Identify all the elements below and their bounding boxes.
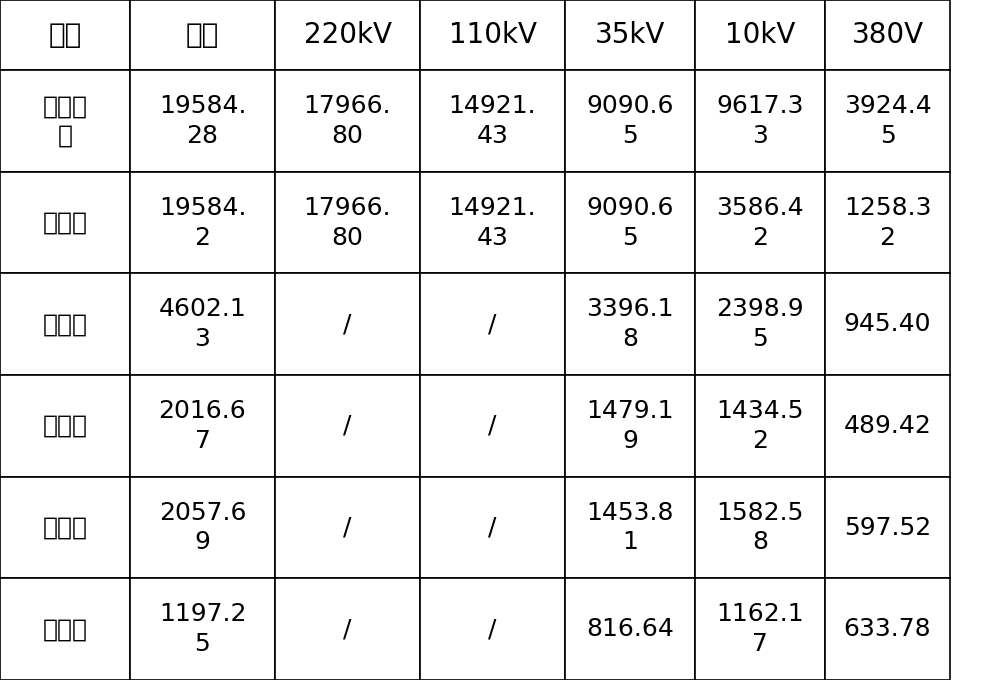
Text: 1434.5
2: 1434.5 2	[716, 399, 804, 453]
Bar	[275, 477, 420, 579]
Bar	[565, 375, 695, 477]
Bar	[565, 273, 695, 375]
Text: 9090.6
5: 9090.6 5	[586, 196, 674, 250]
Text: 17966.
80: 17966. 80	[304, 94, 391, 148]
Text: 凤阳县: 凤阳县	[42, 312, 88, 337]
Text: 17966.
80: 17966. 80	[304, 196, 391, 250]
Text: 9090.6
5: 9090.6 5	[586, 94, 674, 148]
Text: 9617.3
3: 9617.3 3	[716, 94, 804, 148]
Text: 489.42: 489.42	[844, 414, 931, 438]
Bar	[825, 0, 950, 70]
Text: 14921.
43: 14921. 43	[449, 94, 536, 148]
Text: 110kV: 110kV	[449, 21, 536, 49]
Bar	[695, 273, 825, 375]
Bar	[825, 477, 950, 579]
Bar	[275, 70, 420, 172]
Bar	[420, 273, 565, 375]
Text: 蛇埠地
区: 蛇埠地 区	[42, 94, 88, 148]
Text: 固镇县: 固镇县	[42, 617, 88, 641]
Text: 35kV: 35kV	[595, 21, 665, 49]
Bar	[0, 70, 130, 172]
Text: /: /	[343, 414, 352, 438]
Text: 597.52: 597.52	[844, 515, 931, 539]
Bar	[0, 477, 130, 579]
Text: 10kV: 10kV	[725, 21, 795, 49]
Text: 2398.9
5: 2398.9 5	[716, 297, 804, 351]
Text: 816.64: 816.64	[586, 617, 674, 641]
Text: 蛇埠市: 蛇埠市	[42, 211, 88, 235]
Text: 地区: 地区	[48, 21, 82, 49]
Bar	[0, 375, 130, 477]
Bar	[695, 70, 825, 172]
Bar	[275, 579, 420, 680]
Bar	[130, 579, 275, 680]
Text: /: /	[343, 515, 352, 539]
Bar	[695, 0, 825, 70]
Text: 3924.4
5: 3924.4 5	[844, 94, 931, 148]
Bar	[695, 579, 825, 680]
Text: 19584.
2: 19584. 2	[159, 196, 246, 250]
Text: 1197.2
5: 1197.2 5	[159, 602, 246, 656]
Bar	[130, 172, 275, 273]
Text: 1162.1
7: 1162.1 7	[716, 602, 804, 656]
Bar	[565, 172, 695, 273]
Text: 3396.1
8: 3396.1 8	[586, 297, 674, 351]
Bar	[695, 477, 825, 579]
Text: 1582.5
8: 1582.5 8	[716, 500, 804, 554]
Bar	[130, 477, 275, 579]
Text: 220kV: 220kV	[304, 21, 392, 49]
Bar	[130, 273, 275, 375]
Text: 怀远县: 怀远县	[42, 515, 88, 539]
Bar	[825, 579, 950, 680]
Bar	[275, 375, 420, 477]
Bar	[565, 70, 695, 172]
Text: /: /	[488, 617, 497, 641]
Bar	[0, 0, 130, 70]
Text: /: /	[488, 515, 497, 539]
Text: 14921.
43: 14921. 43	[449, 196, 536, 250]
Bar	[695, 375, 825, 477]
Text: 2016.6
7: 2016.6 7	[159, 399, 246, 453]
Text: 3586.4
2: 3586.4 2	[716, 196, 804, 250]
Bar	[825, 375, 950, 477]
Text: /: /	[488, 312, 497, 337]
Bar	[130, 0, 275, 70]
Text: 全网: 全网	[186, 21, 219, 49]
Bar	[565, 579, 695, 680]
Bar	[825, 172, 950, 273]
Bar	[275, 0, 420, 70]
Bar	[420, 172, 565, 273]
Text: 1479.1
9: 1479.1 9	[586, 399, 674, 453]
Text: 1453.8
1: 1453.8 1	[586, 500, 674, 554]
Text: 4602.1
3: 4602.1 3	[159, 297, 246, 351]
Bar	[275, 273, 420, 375]
Bar	[0, 579, 130, 680]
Bar	[0, 172, 130, 273]
Text: /: /	[488, 414, 497, 438]
Bar	[420, 477, 565, 579]
Bar	[825, 273, 950, 375]
Text: 380V: 380V	[851, 21, 924, 49]
Text: 945.40: 945.40	[844, 312, 931, 337]
Text: 633.78: 633.78	[844, 617, 931, 641]
Text: /: /	[343, 617, 352, 641]
Bar	[420, 0, 565, 70]
Bar	[565, 0, 695, 70]
Text: 2057.6
9: 2057.6 9	[159, 500, 246, 554]
Bar	[130, 375, 275, 477]
Bar	[420, 70, 565, 172]
Bar	[695, 172, 825, 273]
Text: /: /	[343, 312, 352, 337]
Bar	[130, 70, 275, 172]
Text: 五河县: 五河县	[42, 414, 88, 438]
Bar	[275, 172, 420, 273]
Bar	[420, 579, 565, 680]
Text: 19584.
28: 19584. 28	[159, 94, 246, 148]
Bar	[825, 70, 950, 172]
Bar	[0, 273, 130, 375]
Bar	[420, 375, 565, 477]
Bar	[565, 477, 695, 579]
Text: 1258.3
2: 1258.3 2	[844, 196, 931, 250]
